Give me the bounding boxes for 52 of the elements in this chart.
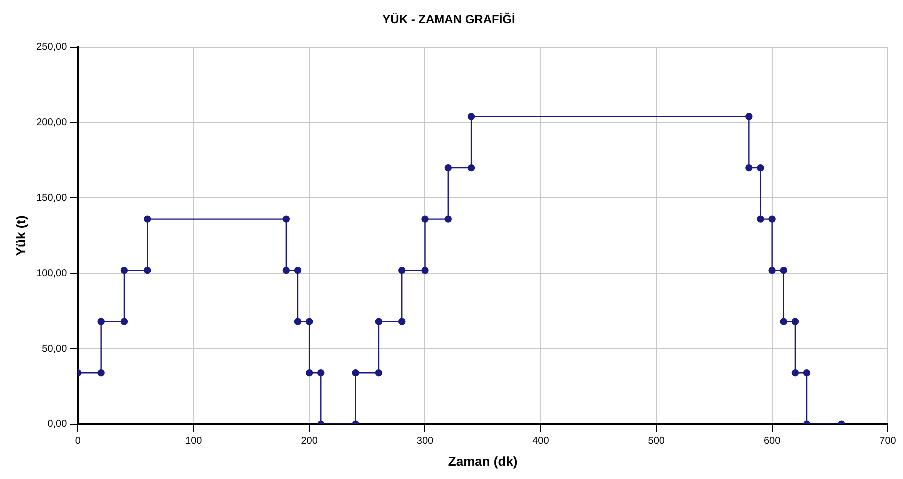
x-tick-label: 300 xyxy=(416,436,434,448)
point xyxy=(444,216,452,223)
point xyxy=(282,216,290,223)
point xyxy=(294,266,302,274)
point xyxy=(294,318,302,326)
point xyxy=(422,216,429,223)
x-tick-label: 500 xyxy=(648,436,666,448)
point xyxy=(398,318,406,326)
point xyxy=(144,266,152,274)
point xyxy=(444,164,452,172)
x-tick-label: 100 xyxy=(186,436,203,448)
point xyxy=(422,266,429,274)
x-tick-label: 700 xyxy=(880,436,897,448)
point xyxy=(746,113,753,120)
point xyxy=(352,370,360,377)
point xyxy=(792,370,800,377)
point xyxy=(306,318,314,326)
y-tick-label: 50,00 xyxy=(42,344,68,355)
point xyxy=(468,113,476,120)
point xyxy=(746,164,753,172)
point xyxy=(98,318,105,326)
point xyxy=(306,370,314,377)
point xyxy=(468,164,476,172)
point xyxy=(120,266,128,274)
x-tick-label: 600 xyxy=(764,436,782,448)
chart-title: YÜK - ZAMAN GRAFİĞİ xyxy=(382,12,516,27)
point xyxy=(144,216,152,223)
point xyxy=(120,318,128,326)
point xyxy=(803,370,811,377)
point xyxy=(757,164,764,172)
point xyxy=(792,318,800,326)
point xyxy=(282,266,290,274)
point xyxy=(375,370,383,377)
y-tick-label: 100,00 xyxy=(36,268,68,280)
point xyxy=(780,318,788,326)
point xyxy=(768,266,776,274)
point xyxy=(757,216,764,223)
y-tick-label: 150,00 xyxy=(36,192,68,204)
x-axis-title: Zaman (dk) xyxy=(448,454,518,469)
point xyxy=(398,266,406,274)
point xyxy=(98,370,105,377)
y-tick-label: 0,00 xyxy=(48,419,68,430)
y-axis-title: Yük (t) xyxy=(13,216,28,256)
y-tick-label: 200,00 xyxy=(36,118,68,129)
point xyxy=(318,370,325,377)
x-tick-label: 0 xyxy=(75,436,82,448)
point xyxy=(768,216,776,223)
point xyxy=(780,266,788,274)
x-tick-label: 200 xyxy=(301,436,318,448)
x-tick-label: 400 xyxy=(532,436,550,448)
y-tick-label: 250,00 xyxy=(36,42,68,54)
point xyxy=(375,318,383,326)
